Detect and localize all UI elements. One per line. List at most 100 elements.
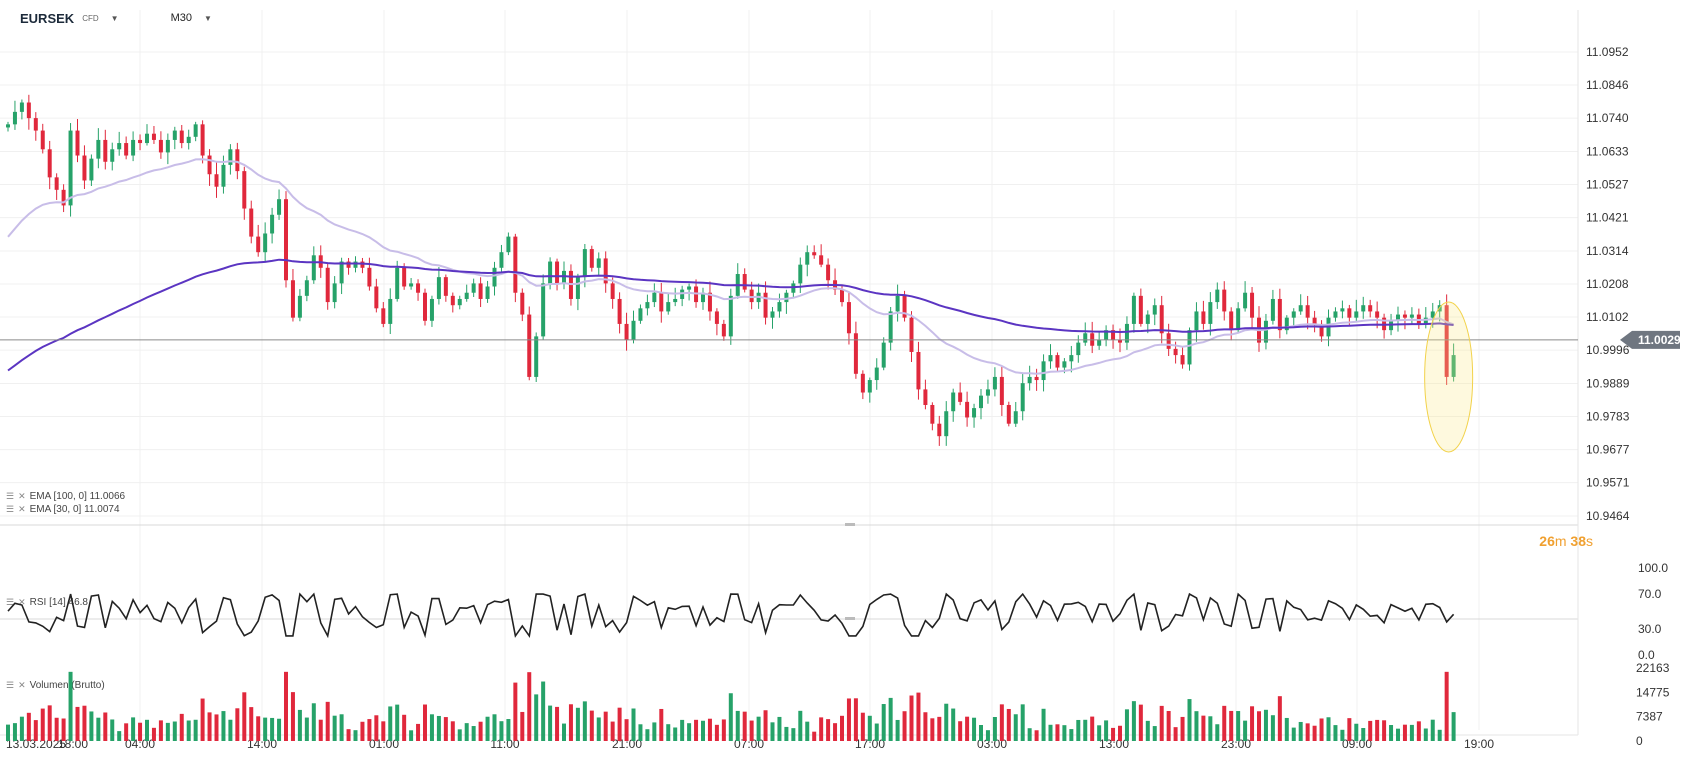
settings-icon[interactable]: ☰ [6,597,15,607]
settings-icon[interactable]: ☰ [6,491,15,501]
candle-body [506,236,511,253]
close-icon[interactable]: ✕ [18,504,26,514]
candle [506,232,511,256]
ema30-label: EMA [30, 0] 11.0074 [29,504,120,515]
candle [965,391,970,427]
candle-body [673,298,678,303]
candle-body [172,130,177,140]
candle [485,280,490,303]
candle [763,281,768,325]
candle [200,120,205,164]
volume-bar [937,716,942,741]
volume-bar [826,719,831,741]
candle-body [784,292,789,303]
candle-body [860,373,865,393]
volume-bar [992,717,997,741]
candle [1298,294,1303,315]
candle [478,277,483,308]
volume-bar [1319,718,1324,741]
candle-body [972,408,977,418]
volume-bar [707,718,712,741]
price-tick-label: 11.0208 [1586,277,1629,291]
volume-bar [429,714,434,741]
volume-bar [1257,711,1261,741]
volume-bar [186,720,191,741]
candle [666,292,671,315]
volume-bar [596,717,601,741]
volume-bar [749,720,754,741]
candle-body [916,351,921,390]
volume-bar [562,723,566,741]
volume-bar [353,730,358,741]
candles [6,94,1456,446]
candle [110,142,115,171]
volume-bar [582,701,587,741]
countdown-seconds-unit: s [1586,533,1593,549]
candle-body [1229,311,1234,331]
candle-body [1236,308,1241,331]
candle [1159,295,1164,344]
candle [374,278,379,313]
volume-bar [145,719,149,741]
volume-bar [443,717,448,741]
volume-bar [541,681,546,741]
timeframe-dropdown-icon[interactable]: ▼ [203,13,212,23]
volume-bar [881,704,886,741]
volume-bar [534,694,539,741]
volume-bar [485,716,490,741]
settings-icon[interactable]: ☰ [6,680,15,690]
candle-countdown: 26m 38s [1539,533,1593,549]
close-icon[interactable]: ✕ [18,597,26,607]
rsi-tick-label: 30.0 [1638,622,1662,636]
candle [492,261,497,296]
volume-bar [645,729,650,741]
volume-bar [332,715,337,741]
price-tick-label: 11.0421 [1586,211,1629,225]
candle [1243,281,1248,312]
volume-bar [589,710,594,741]
candle-body [596,258,601,268]
volume-bar [242,692,247,741]
candle [742,268,747,293]
timeframe-selector[interactable]: M30 [170,12,192,24]
volume-bar [979,724,983,741]
time-tick-label: 14:00 [247,737,277,751]
candle-body [443,277,448,296]
volume-bar [235,708,240,741]
candle [520,288,525,322]
candle-body [1145,314,1150,324]
candle [499,244,504,273]
volume-bar [1250,706,1255,741]
settings-icon[interactable]: ☰ [6,504,15,514]
candle [1090,321,1095,354]
volume-bar [158,720,163,741]
candle-body [297,295,302,318]
volume-bar [1069,729,1074,741]
candle [103,129,108,170]
volume-bar [82,705,87,741]
volume-bar [527,672,532,741]
time-tick-label: 11:00 [490,737,519,751]
close-icon[interactable]: ✕ [18,680,26,690]
candle-body [819,255,824,265]
symbol-dropdown-icon[interactable]: ▼ [110,13,119,23]
candle-body [1375,311,1380,318]
symbol-name[interactable]: EURSEK [20,10,75,26]
candle-body [193,124,198,137]
candle-body [888,311,893,343]
volume-bar [304,717,309,741]
volume-bar [1430,719,1435,741]
candle-body [1430,311,1435,318]
candle [575,273,580,311]
candle-body [1152,305,1157,315]
candle-body [61,189,66,206]
candle [1319,320,1324,342]
volume-bar [791,728,796,741]
candle [277,189,282,220]
volume-bar [603,711,608,741]
candle-body [492,267,497,287]
candle-body [1187,330,1192,365]
candle-body [1104,330,1109,340]
close-icon[interactable]: ✕ [18,491,26,501]
